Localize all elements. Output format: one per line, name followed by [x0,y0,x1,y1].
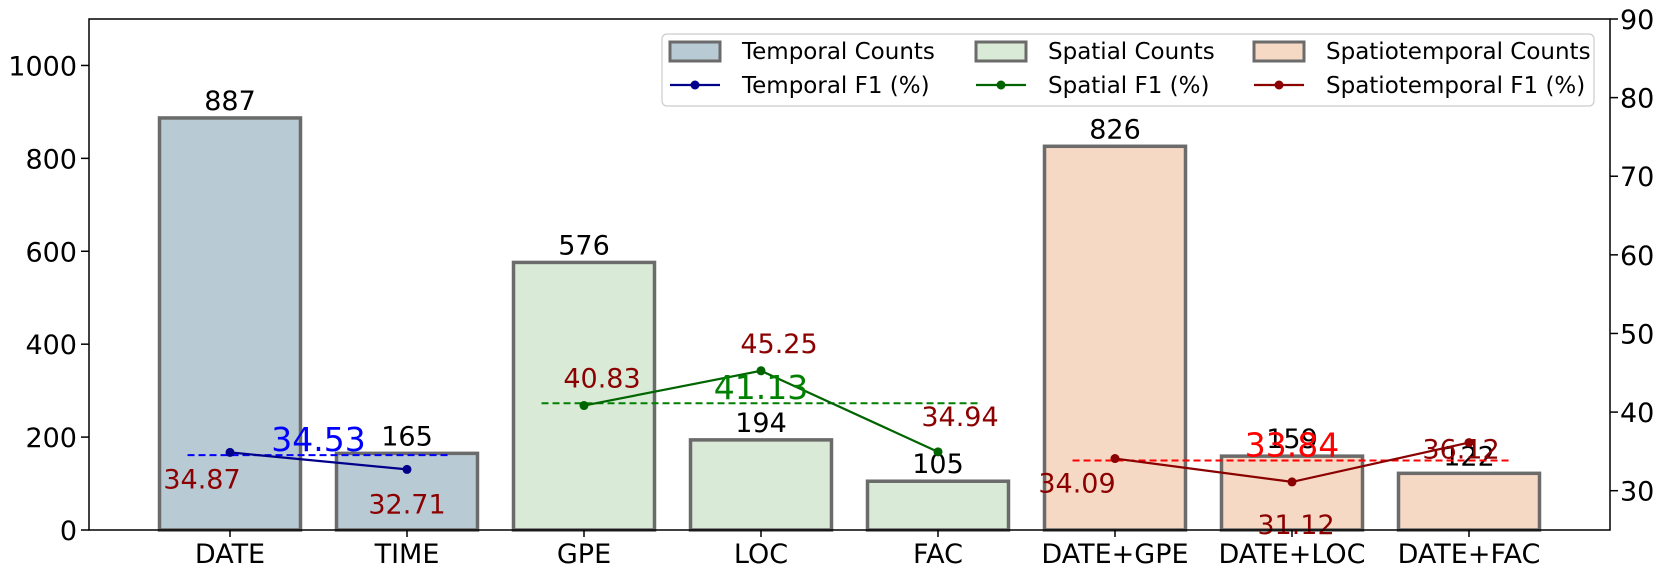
legend-swatch-0 [668,40,722,63]
right-tick-label: 30 [1620,477,1654,508]
avg-label-1: 41.13 [714,368,808,407]
f1-point-7 [1464,438,1474,448]
right-tick-label: 50 [1620,319,1654,350]
right-tick-label: 70 [1620,162,1654,193]
f1-lines [225,366,1474,487]
f1-label-7: 36.12 [1422,435,1499,466]
x-tick-label: TIME [374,539,440,570]
legend-label-5: Spatiotemporal F1 (%) [1326,73,1585,99]
bar-fac [865,479,1011,532]
legend-swatch-1 [974,40,1028,63]
left-tick-label: 800 [25,144,77,175]
legend-swatch-2 [1252,40,1306,63]
legend-marker-5 [1274,80,1284,90]
x-tick-label: DATE+GPE [1041,539,1188,570]
f1-label-1: 32.71 [368,489,445,520]
f1-label-6: 31.12 [1257,510,1334,541]
x-tick-label: FAC [913,539,963,570]
legend-label-0: Temporal Counts [741,39,935,65]
f1-point-0 [225,447,235,457]
right-tick-label: 40 [1620,398,1654,429]
legend-marker-4 [996,80,1006,90]
f1-value-labels: 34.87 32.71 40.83 45.25 34.94 34.09 31.12 36.12 [163,329,1499,541]
f1-label-3: 45.25 [740,329,817,360]
left-tick-label: 0 [60,516,77,547]
f1-label-5: 34.09 [1038,469,1115,500]
count-label-gpe: 576 [558,230,610,261]
left-tick-label: 400 [25,330,77,361]
bar-date [157,116,303,532]
f1-label-2: 40.83 [563,364,640,395]
f1-point-6 [1287,477,1297,487]
f1-label-4: 34.94 [921,402,998,433]
f1-line-0 [229,451,408,471]
legend-marker-3 [690,80,700,90]
count-label-date-loc: 159 [1266,424,1318,455]
left-tick-label: 1000 [8,51,77,82]
left-tick-label: 600 [25,237,77,268]
legend-label-4: Spatial F1 (%) [1048,73,1209,99]
f1-point-3 [756,366,766,376]
bar-date-gpe [1042,144,1188,532]
plot-axes: 0 200 400 600 800 1000 30 40 50 60 70 80 90 DATE TIME G… [8,5,1654,570]
count-label-date-gpe: 826 [1089,114,1141,145]
count-label-date: 887 [204,86,256,117]
bar-date-fac [1396,471,1542,532]
f1-average-labels: 34.53 41.13 33.84 [271,368,1339,464]
legend-label-2: Spatiotemporal Counts [1326,39,1591,65]
f1-point-5 [1110,454,1120,464]
x-tick-label: GPE [557,539,611,570]
f1-point-4 [933,447,943,457]
left-tick-label: 200 [25,423,77,454]
count-bars [157,116,1542,532]
legend-label-3: Temporal F1 (%) [741,73,930,99]
right-tick-label: 80 [1620,84,1654,115]
count-label-loc: 194 [735,408,787,439]
x-tick-label: LOC [734,539,788,570]
x-tick-label: DATE+LOC [1218,539,1365,570]
x-tick-label: DATE [195,539,265,570]
f1-point-2 [579,401,589,411]
legend: Temporal Counts Spatial Counts Spatiotempo… [661,33,1595,107]
legend-label-1: Spatial Counts [1048,39,1215,65]
f1-label-0: 34.87 [163,464,240,495]
f1-point-1 [402,464,412,474]
f1-average-lines [187,402,1512,462]
avg-label-2: 33.84 [1245,426,1339,465]
bar-loc [688,438,834,532]
count-label-time: 165 [381,421,433,452]
x-tick-label: DATE+FAC [1398,539,1541,570]
right-tick-label: 90 [1620,5,1654,36]
avg-label-0: 34.53 [271,420,365,459]
plot-frame [88,18,1611,531]
right-tick-label: 60 [1620,241,1654,272]
legend-box [661,33,1595,107]
